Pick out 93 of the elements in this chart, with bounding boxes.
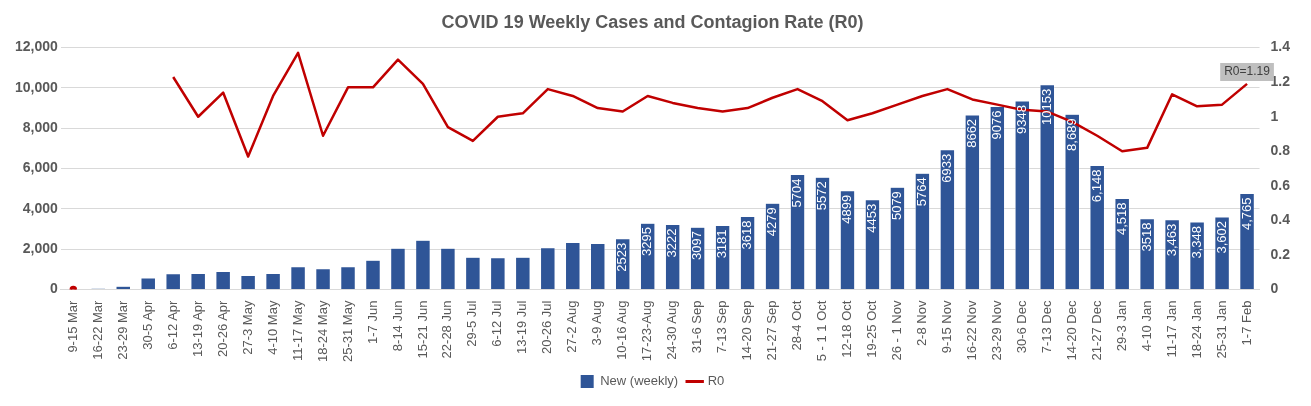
x-tick-label: 24-30 Aug bbox=[664, 300, 680, 360]
y2-tick-label: 0.2 bbox=[1270, 245, 1291, 262]
x-tick-label: 7-13 Sep bbox=[714, 300, 730, 354]
x-tick-label: 7-13 Dec bbox=[1038, 300, 1054, 354]
annotation: R0=1.19 bbox=[1224, 64, 1271, 79]
x-tick-label: 2-8 Nov bbox=[913, 300, 929, 347]
x-tick-label: 19-25 Oct bbox=[864, 300, 880, 358]
data-label: 3,348 bbox=[1188, 226, 1204, 259]
x-tick-label: 15-21 Jun bbox=[414, 300, 430, 359]
chart-title: COVID 19 Weekly Cases and Contagion Rate (R0) bbox=[441, 11, 864, 32]
x-tick-label: 31-6 Sep bbox=[689, 300, 705, 354]
data-label: 5764 bbox=[913, 177, 929, 207]
y-tick-label: 10,000 bbox=[14, 78, 59, 95]
x-tick-label: 9-15 Mar bbox=[64, 299, 80, 353]
y2-tick-label: 0.4 bbox=[1270, 211, 1291, 228]
x-tick-label: 22-28 Jun bbox=[439, 300, 455, 359]
y2-tick-label: 0.6 bbox=[1270, 176, 1291, 193]
data-label: 6,148 bbox=[1088, 169, 1104, 203]
y-tick-label: 6,000 bbox=[22, 159, 59, 176]
y2-tick-label: 0.8 bbox=[1270, 142, 1291, 159]
data-label: 3097 bbox=[689, 231, 705, 261]
data-label: 8662 bbox=[963, 118, 979, 148]
x-tick-label: 14-20 Dec bbox=[1063, 300, 1079, 361]
x-tick-label: 12-18 Oct bbox=[839, 300, 855, 358]
x-tick-label: 21-27 Dec bbox=[1088, 300, 1104, 361]
y2-tick-label: 1.4 bbox=[1270, 38, 1291, 55]
x-tick-label: 18-24 May bbox=[314, 300, 330, 362]
x-tick-label: 17-23-Aug bbox=[639, 300, 655, 362]
x-tick-label: 23-29 Mar bbox=[114, 299, 130, 360]
x-tick-label: 11-17 Jan bbox=[1163, 300, 1179, 358]
x-tick-label: 30-6 Dec bbox=[1013, 300, 1029, 354]
y-tick-label: 0 bbox=[50, 280, 59, 297]
y-tick-label: 2,000 bbox=[22, 240, 59, 257]
x-tick-label: 29-3 Jan bbox=[1113, 300, 1129, 352]
data-label: 3295 bbox=[639, 227, 655, 257]
y2-tick-label: 1.2 bbox=[1270, 73, 1291, 90]
data-label: 2523 bbox=[614, 242, 630, 272]
data-label: 3518 bbox=[1138, 222, 1154, 252]
x-tick-label: 20-26 Jul bbox=[539, 300, 555, 355]
x-tick-label: 26 - 1 Nov bbox=[889, 300, 904, 361]
x-tick-label: 1-7 Feb bbox=[1238, 300, 1254, 346]
data-label: 5079 bbox=[889, 191, 904, 221]
data-label: 4,518 bbox=[1113, 202, 1129, 236]
data-label: 9348 bbox=[1013, 105, 1029, 134]
x-tick-label: 29-5 Jul bbox=[464, 300, 480, 347]
y-tick-label: 4,000 bbox=[22, 199, 59, 216]
y-tick-label: 12,000 bbox=[14, 38, 59, 55]
x-tick-label: 27-2 Aug bbox=[564, 300, 580, 353]
x-tick-label: 18-24 Jan bbox=[1188, 300, 1204, 359]
data-label: 3618 bbox=[739, 220, 755, 250]
legend-label: R0 bbox=[707, 373, 725, 389]
data-label: 8,689 bbox=[1063, 118, 1079, 151]
x-tick-label: 14-20 Sep bbox=[739, 300, 755, 361]
x-tick-label: 10-16 Aug bbox=[614, 300, 630, 360]
x-tick-label: 11-17 May bbox=[289, 300, 305, 362]
data-label: 4279 bbox=[764, 207, 780, 237]
legend-label: New (weekly) bbox=[600, 373, 679, 389]
x-tick-label: 20-26 Apr bbox=[214, 299, 230, 357]
x-tick-label: 16-22 Mar bbox=[89, 299, 105, 360]
data-label: 3,463 bbox=[1163, 223, 1179, 257]
x-tick-label: 4-10 May bbox=[264, 300, 280, 355]
x-tick-label: 3-9 Aug bbox=[589, 300, 605, 346]
data-label: 4899 bbox=[839, 194, 855, 224]
data-label: 9076 bbox=[988, 110, 1004, 140]
x-tick-label: 25-31 Jan bbox=[1213, 300, 1229, 359]
data-label: 4453 bbox=[864, 203, 880, 233]
x-tick-label: 21-27 Sep bbox=[764, 300, 780, 361]
x-tick-label: 30-5 Apr bbox=[139, 299, 155, 350]
x-tick-label: 6-12 Jul bbox=[489, 300, 505, 347]
x-tick-label: 9-15 Nov bbox=[938, 300, 954, 354]
x-tick-label: 13-19 Jul bbox=[514, 300, 530, 355]
y2-tick-label: 1 bbox=[1270, 107, 1279, 124]
data-label: 10153 bbox=[1038, 88, 1054, 125]
data-label: 6933 bbox=[938, 153, 954, 183]
x-tick-label: 1-7 Jun bbox=[364, 300, 380, 344]
x-tick-label: 6-12 Apr bbox=[164, 299, 180, 350]
x-tick-label: 16-22 Nov bbox=[963, 300, 979, 361]
data-label: 5704 bbox=[789, 178, 805, 208]
y2-tick-label: 0 bbox=[1270, 280, 1279, 297]
data-label: 5572 bbox=[814, 181, 830, 211]
data-label: 3181 bbox=[714, 229, 730, 259]
x-tick-label: 4-10 Jan bbox=[1138, 300, 1154, 352]
x-tick-label: 27-3 May bbox=[239, 300, 255, 355]
x-tick-label: 8-14 Jun bbox=[389, 300, 405, 352]
x-tick-label: 28-4 Oct bbox=[789, 300, 805, 351]
x-tick-label: 25-31 May bbox=[339, 300, 355, 362]
data-label: 3222 bbox=[664, 228, 680, 258]
data-label: 4,765 bbox=[1238, 197, 1254, 231]
data-label: 3,602 bbox=[1213, 220, 1229, 254]
y-tick-label: 8,000 bbox=[22, 119, 59, 136]
x-tick-label: 13-19 Apr bbox=[189, 299, 205, 357]
x-tick-label: 23-29 Nov bbox=[988, 300, 1004, 361]
x-tick-label: 5 - 1 1 Oct bbox=[814, 300, 830, 362]
